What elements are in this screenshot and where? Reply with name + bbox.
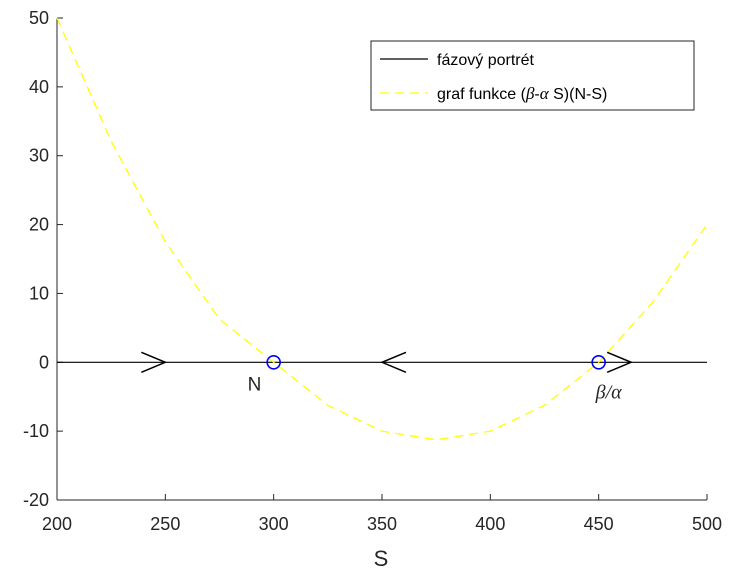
direction-arrow xyxy=(380,351,407,373)
equilibrium-marker xyxy=(266,354,281,370)
legend-dashed-suffix: S)(N-S) xyxy=(549,86,608,103)
legend-dashed-alpha: α xyxy=(540,84,550,103)
x-axis-label: S xyxy=(374,546,389,571)
y-tick-label: 20 xyxy=(29,215,49,235)
x-tick-label: 400 xyxy=(475,514,505,534)
equilibrium-label-n: N xyxy=(248,374,262,395)
y-tick-label: -20 xyxy=(23,490,49,510)
x-tick-label: 450 xyxy=(584,514,614,534)
legend: fázový portrét graf funkce (β-α S)(N-S) xyxy=(370,40,695,111)
legend-dashed-label: graf funkce (β-α S)(N-S) xyxy=(437,84,607,103)
ticks: 200 250 300 350 400 450 500 -20 -10 0 10 20 30 40 50 xyxy=(23,8,722,534)
equilibrium-label-beta-alpha: β/α xyxy=(595,381,623,403)
legend-solid-label: fázový portrét xyxy=(437,52,534,69)
legend-dashed-dash: - xyxy=(534,86,539,103)
equilibrium-marker xyxy=(591,354,606,370)
legend-dashed-beta: β xyxy=(525,84,535,103)
x-tick-label: 200 xyxy=(42,514,72,534)
legend-dashed-prefix: graf funkce ( xyxy=(437,86,527,103)
function-curve-series xyxy=(56,17,708,441)
series xyxy=(56,17,708,441)
direction-arrow xyxy=(606,351,634,373)
x-tick-label: 300 xyxy=(259,514,289,534)
x-tick-label: 500 xyxy=(692,514,722,534)
direction-arrow xyxy=(141,351,168,373)
y-tick-label: 10 xyxy=(29,283,49,303)
y-tick-label: 50 xyxy=(29,8,49,28)
y-tick-label: 40 xyxy=(29,77,49,97)
x-tick-label: 250 xyxy=(150,514,180,534)
equilibria-markers xyxy=(266,354,606,370)
y-tick-label: 30 xyxy=(29,146,49,166)
legend-box xyxy=(370,40,695,111)
x-tick-label: 350 xyxy=(367,514,397,534)
y-tick-label: 0 xyxy=(39,352,49,372)
y-tick-label: -10 xyxy=(23,421,49,441)
